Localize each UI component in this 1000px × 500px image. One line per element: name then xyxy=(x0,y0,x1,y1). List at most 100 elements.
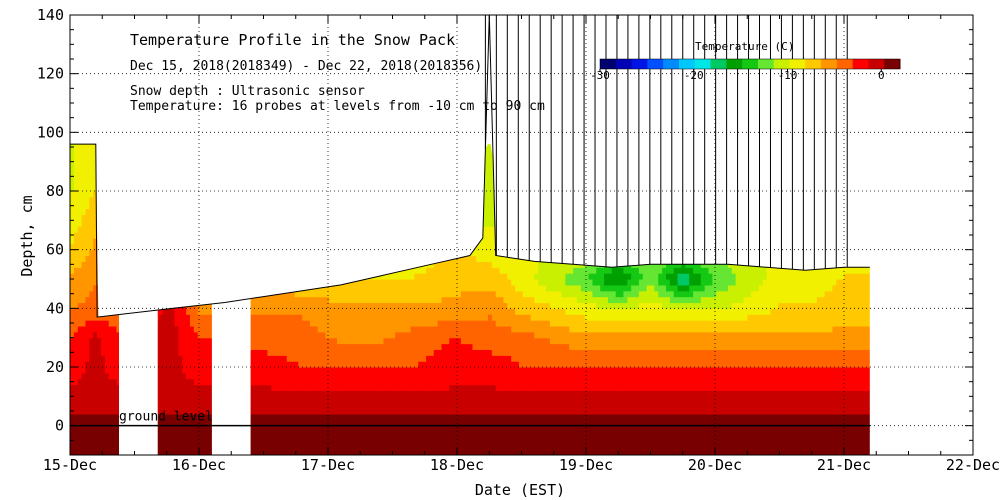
heatmap-cell xyxy=(414,349,419,356)
heatmap-cell xyxy=(100,372,106,380)
heatmap-cell xyxy=(406,279,412,286)
heatmap-cell xyxy=(282,237,288,245)
heatmap-cell xyxy=(387,378,392,386)
heatmap-cell xyxy=(395,437,400,444)
heatmap-cell xyxy=(410,337,416,345)
heatmap-cell xyxy=(325,261,330,268)
heatmap-cell xyxy=(282,179,288,186)
heatmap-cell xyxy=(186,214,191,221)
heatmap-cell xyxy=(418,443,423,450)
heatmap-cell xyxy=(375,431,381,438)
heatmap-cell xyxy=(387,443,392,450)
heatmap-cell xyxy=(85,261,90,268)
heatmap-cell xyxy=(278,425,284,433)
heatmap-cell xyxy=(329,191,334,198)
heatmap-cell xyxy=(306,372,311,380)
heatmap-cell xyxy=(352,290,357,298)
heatmap-cell xyxy=(433,378,439,386)
heatmap-cell xyxy=(387,396,392,403)
heatmap-cell xyxy=(77,443,83,450)
heatmap-cell xyxy=(290,196,296,204)
heatmap-cell xyxy=(391,361,396,368)
heatmap-cell xyxy=(193,384,199,392)
heatmap-cell xyxy=(159,325,164,333)
heatmap-cell xyxy=(201,314,207,321)
heatmap-cell xyxy=(201,443,207,450)
heatmap-cell xyxy=(178,173,183,180)
heatmap-cell xyxy=(85,144,90,151)
heatmap-cell xyxy=(333,249,338,257)
heatmap-cell xyxy=(162,237,168,245)
heatmap-cell xyxy=(344,349,350,356)
heatmap-cell xyxy=(104,208,110,216)
heatmap-cell xyxy=(344,214,350,221)
heatmap-cell xyxy=(267,161,272,169)
heatmap-cell xyxy=(267,191,272,198)
heatmap-cell xyxy=(209,402,214,409)
heatmap-cell xyxy=(201,384,207,392)
heatmap-cell xyxy=(282,331,288,339)
heatmap-cell xyxy=(298,402,303,409)
heatmap-cell xyxy=(367,331,373,339)
heatmap-cell xyxy=(93,179,98,186)
heatmap-cell xyxy=(418,220,423,227)
heatmap-cell xyxy=(255,179,261,186)
heatmap-cell xyxy=(85,237,90,245)
heatmap-cell xyxy=(112,331,118,339)
heatmap-cell xyxy=(402,437,408,444)
heatmap-cell xyxy=(73,191,79,198)
heatmap-cell xyxy=(422,413,427,421)
heatmap-cell xyxy=(360,390,365,397)
heatmap-cell xyxy=(395,284,400,292)
heatmap-cell xyxy=(116,378,121,386)
heatmap-cell xyxy=(162,179,168,186)
heatmap-cell xyxy=(116,431,121,438)
heatmap-cell xyxy=(294,202,299,210)
heatmap-cell xyxy=(325,337,330,345)
heatmap-cell xyxy=(201,191,207,198)
heatmap-cell xyxy=(371,144,377,151)
heatmap-cell xyxy=(159,214,164,221)
heatmap-cell xyxy=(367,196,373,204)
heatmap-cell xyxy=(278,226,284,233)
heatmap-cell xyxy=(348,384,354,392)
heatmap-cell xyxy=(375,155,381,163)
heatmap-cell xyxy=(406,226,412,233)
heatmap-cell xyxy=(309,226,315,233)
heatmap-cell xyxy=(379,202,385,210)
heatmap-cell xyxy=(402,155,408,163)
heatmap-cell xyxy=(166,167,172,174)
heatmap-cell xyxy=(321,408,327,415)
heatmap-cell xyxy=(81,296,87,304)
heatmap-cell xyxy=(309,179,315,186)
heatmap-cell xyxy=(209,372,214,380)
heatmap-cell xyxy=(383,237,388,245)
heatmap-cell xyxy=(97,284,102,292)
heatmap-cell xyxy=(325,367,330,374)
heatmap-cell xyxy=(344,144,350,151)
heatmap-cell xyxy=(383,149,388,157)
heatmap-cell xyxy=(375,337,381,345)
heatmap-cell xyxy=(81,243,87,251)
heatmap-cell xyxy=(159,220,164,227)
heatmap-cell xyxy=(395,214,400,221)
heatmap-cell xyxy=(329,144,334,151)
heatmap-cell xyxy=(313,384,319,392)
heatmap-cell xyxy=(159,355,164,362)
heatmap-cell xyxy=(286,267,292,274)
heatmap-cell xyxy=(414,325,419,333)
heatmap-cell xyxy=(178,267,183,274)
heatmap-cell xyxy=(294,290,299,298)
heatmap-cell xyxy=(395,408,400,415)
heatmap-cell xyxy=(205,273,210,280)
heatmap-cell xyxy=(70,208,75,216)
heatmap-cell xyxy=(93,196,98,204)
heatmap-cell xyxy=(383,367,388,374)
heatmap-cell xyxy=(255,149,261,157)
heatmap-cell xyxy=(170,284,176,292)
heatmap-cell xyxy=(159,261,164,268)
heatmap-cell xyxy=(159,384,164,392)
heatmap-cell xyxy=(100,237,106,245)
heatmap-cell xyxy=(367,378,373,386)
heatmap-cell xyxy=(193,191,199,198)
